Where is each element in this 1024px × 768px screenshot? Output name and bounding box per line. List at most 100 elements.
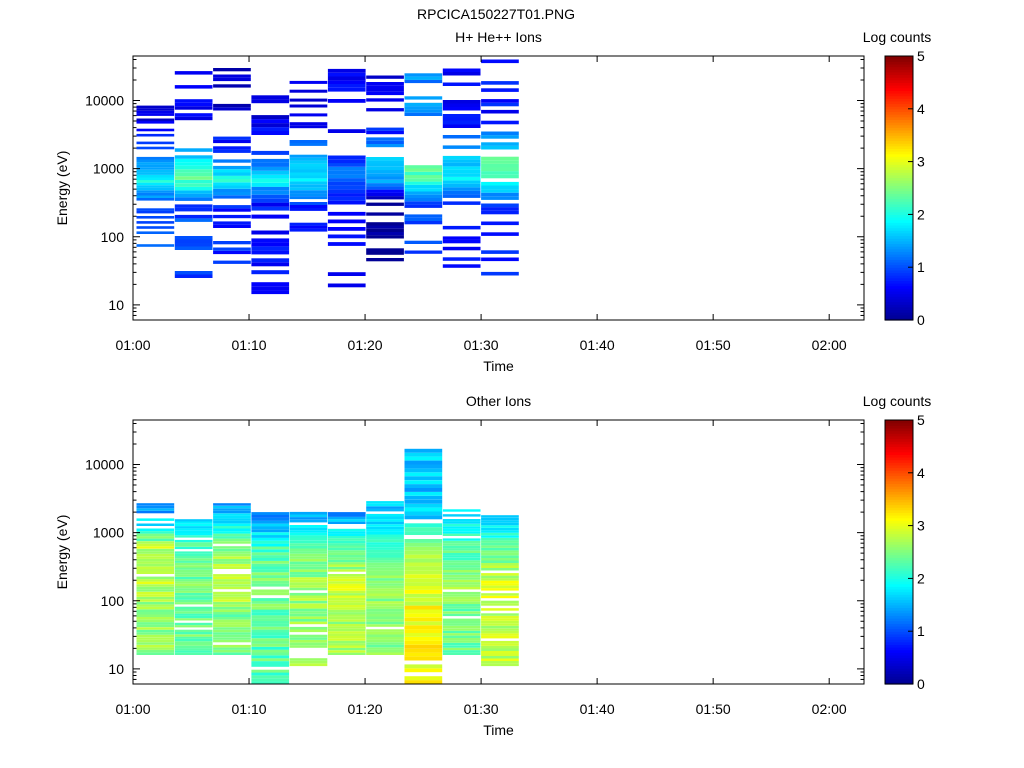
- heatmap-cell: [174, 71, 213, 75]
- heatmap-cell: [251, 290, 290, 295]
- heatmap-cell: [404, 184, 443, 189]
- heatmap-cell: [404, 503, 443, 508]
- colorbar-swatch: [885, 623, 913, 627]
- heatmap-cell: [481, 630, 519, 634]
- heatmap-cell: [404, 511, 443, 516]
- heatmap-cell: [404, 499, 443, 504]
- colorbar-swatch: [885, 509, 913, 513]
- colorbar-swatch: [885, 66, 913, 70]
- heatmap-cell: [442, 521, 481, 524]
- colorbar-swatch: [885, 472, 913, 477]
- heatmap-cell: [213, 508, 251, 511]
- heatmap-cell: [174, 581, 213, 584]
- heatmap-cell: [327, 547, 366, 551]
- colorbar-swatch: [885, 259, 913, 263]
- heatmap-cell: [366, 140, 404, 144]
- heatmap-cell: [327, 576, 366, 579]
- colorbar-swatch: [885, 309, 913, 313]
- heatmap-cell: [136, 523, 175, 526]
- heatmap-cell: [174, 176, 213, 180]
- y-axis-label: Energy (eV): [54, 151, 70, 226]
- heatmap-cell: [327, 174, 366, 179]
- heatmap-cell: [251, 532, 290, 536]
- heatmap-cell: [327, 569, 366, 572]
- colorbar-swatch: [885, 261, 913, 266]
- heatmap-cell: [213, 195, 251, 199]
- heatmap-cell: [481, 620, 519, 624]
- colorbar-swatch: [885, 604, 913, 609]
- heatmap-cell: [174, 530, 213, 533]
- heatmap-cell: [289, 603, 328, 606]
- heatmap-cell: [442, 528, 481, 532]
- colorbar-swatch: [885, 298, 913, 303]
- heatmap-cell: [289, 187, 328, 191]
- heatmap-cell: [481, 145, 519, 150]
- heatmap-cell: [251, 606, 290, 610]
- heatmap-cell: [289, 113, 328, 117]
- heatmap-cell: [327, 564, 366, 567]
- heatmap-cell: [174, 183, 213, 187]
- x-tick-label: 02:00: [812, 337, 847, 353]
- colorbar-swatch: [885, 95, 913, 99]
- heatmap-cell: [327, 129, 366, 133]
- heatmap-cell: [289, 645, 328, 648]
- heatmap-cell: [136, 182, 175, 186]
- heatmap-cell: [481, 203, 519, 208]
- heatmap-cell: [327, 185, 366, 190]
- colorbar-swatch: [885, 69, 913, 73]
- heatmap-cell: [136, 639, 175, 643]
- heatmap-cell: [289, 558, 328, 562]
- heatmap-cell: [136, 192, 175, 196]
- colorbar-swatch: [885, 203, 913, 208]
- heatmap-cell: [366, 127, 404, 131]
- heatmap-cell: [289, 592, 328, 596]
- heatmap-cell: [251, 127, 290, 132]
- colorbar-swatch: [885, 219, 913, 223]
- heatmap-cell: [481, 661, 519, 664]
- heatmap-cell: [136, 167, 175, 170]
- heatmap-cell: [251, 549, 290, 553]
- heatmap-cell: [251, 182, 290, 187]
- heatmap-cell: [174, 193, 213, 198]
- heatmap-cell: [251, 658, 290, 662]
- heatmap-cell: [136, 169, 175, 173]
- heatmap-cell: [289, 535, 328, 538]
- heatmap-cell: [289, 140, 328, 143]
- heatmap-cell: [404, 214, 443, 218]
- heatmap-cell: [289, 660, 328, 664]
- heatmap-cell: [289, 181, 328, 185]
- colorbar-swatch: [885, 296, 913, 300]
- heatmap-cell: [251, 250, 290, 255]
- heatmap-cell: [442, 647, 481, 651]
- heatmap-cell: [366, 642, 404, 645]
- heatmap-cell: [366, 647, 404, 650]
- heatmap-cell: [136, 599, 175, 602]
- heatmap-cell: [366, 616, 404, 620]
- heatmap-cell: [213, 617, 251, 620]
- heatmap-cell: [366, 501, 404, 504]
- x-tick-label: 01:10: [232, 337, 267, 353]
- heatmap-cell: [213, 644, 251, 648]
- heatmap-cell: [213, 182, 251, 186]
- heatmap-cell: [213, 574, 251, 577]
- heatmap-cell: [481, 588, 519, 591]
- heatmap-cell: [327, 581, 366, 584]
- heatmap-cell: [213, 576, 251, 580]
- heatmap-cell: [136, 634, 175, 638]
- heatmap-cell: [327, 155, 366, 160]
- heatmap-cell: [251, 95, 290, 100]
- heatmap-cell: [327, 578, 366, 582]
- heatmap-cell: [251, 641, 290, 644]
- heatmap-cell: [213, 247, 251, 251]
- heatmap-cell: [442, 642, 481, 646]
- heatmap-cell: [442, 187, 481, 191]
- heatmap-cell: [404, 198, 443, 202]
- colorbar-swatch: [885, 491, 913, 495]
- heatmap-cell: [136, 543, 175, 547]
- heatmap-cell: [136, 518, 175, 521]
- heatmap-cell: [213, 609, 251, 612]
- colorbar-swatch: [885, 90, 913, 94]
- heatmap-cell: [136, 644, 175, 648]
- heatmap-cell: [481, 535, 519, 538]
- heatmap-cell: [174, 567, 213, 570]
